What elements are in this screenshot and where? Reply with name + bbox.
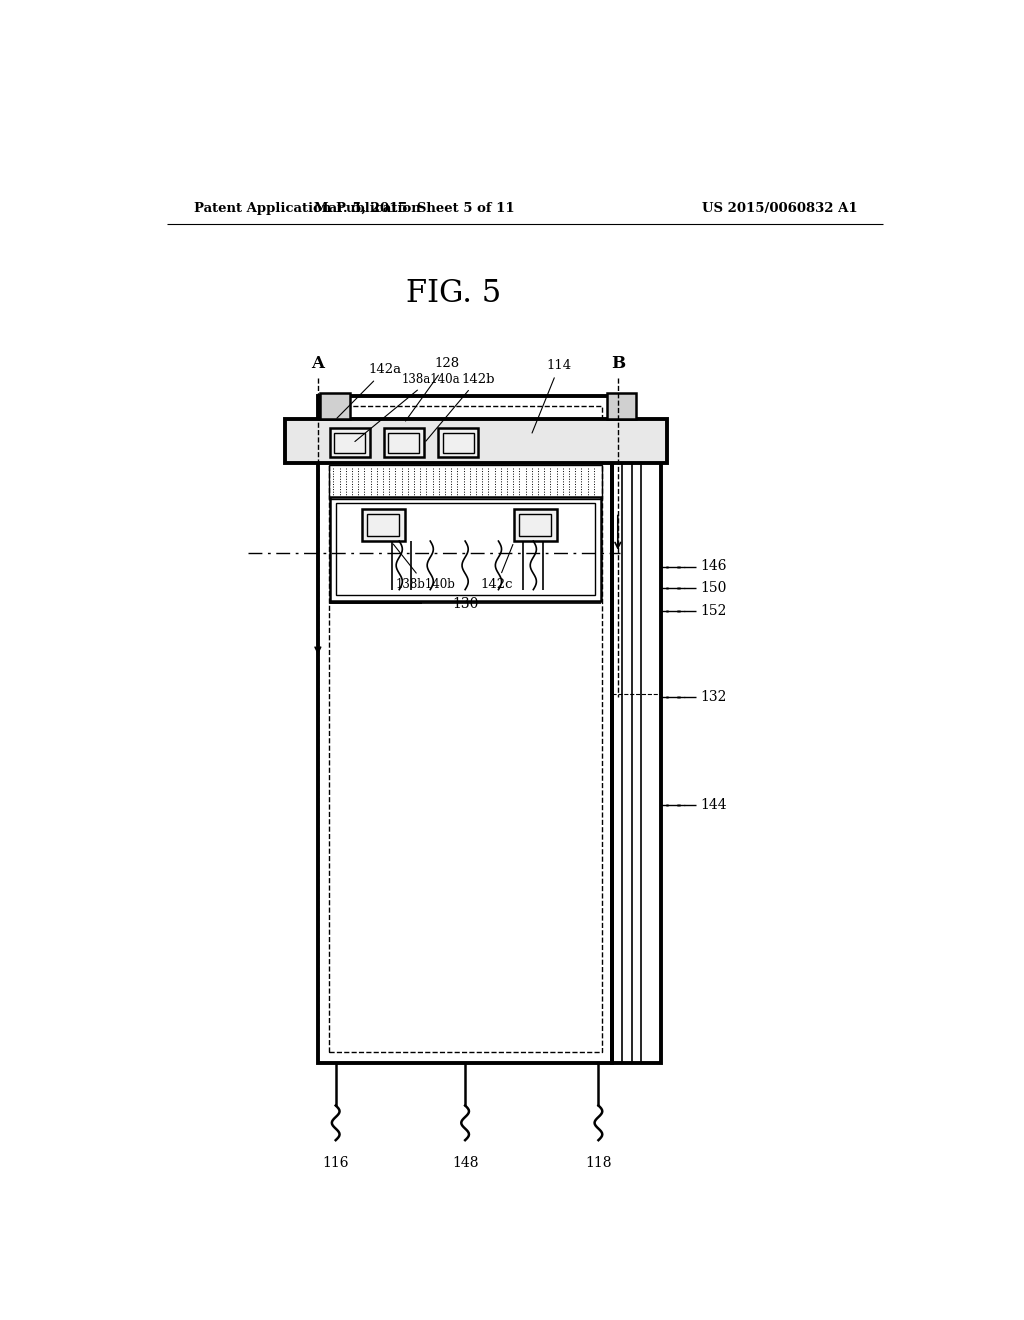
Text: 144: 144 xyxy=(700,799,727,812)
Text: 138b140b: 138b140b xyxy=(393,544,456,591)
Bar xyxy=(317,396,612,1063)
Bar xyxy=(329,407,601,1052)
Text: 132: 132 xyxy=(700,690,726,705)
Bar xyxy=(519,515,551,536)
Text: 128: 128 xyxy=(406,358,459,421)
Text: 118: 118 xyxy=(585,1155,611,1170)
Text: 116: 116 xyxy=(323,1155,349,1170)
Bar xyxy=(330,498,601,601)
Text: 146: 146 xyxy=(700,560,726,573)
Text: Mar. 5, 2015  Sheet 5 of 11: Mar. 5, 2015 Sheet 5 of 11 xyxy=(314,202,515,215)
Bar xyxy=(286,418,667,462)
Bar xyxy=(514,508,557,541)
Bar xyxy=(612,432,662,1063)
Text: 150: 150 xyxy=(700,581,726,595)
Text: 148: 148 xyxy=(452,1155,478,1170)
Text: 142b: 142b xyxy=(426,372,495,441)
Text: 114: 114 xyxy=(532,359,571,433)
Bar xyxy=(362,508,404,541)
Text: A: A xyxy=(311,355,325,372)
Bar xyxy=(388,433,420,453)
Bar xyxy=(334,433,366,453)
Bar xyxy=(336,503,595,595)
Bar xyxy=(368,515,399,536)
Text: 130: 130 xyxy=(452,598,478,611)
Bar xyxy=(442,433,474,453)
Text: Patent Application Publication: Patent Application Publication xyxy=(194,202,421,215)
Bar xyxy=(438,428,478,457)
Bar xyxy=(329,465,601,499)
Text: 142a: 142a xyxy=(337,363,401,418)
Bar xyxy=(330,428,370,457)
Text: US 2015/0060832 A1: US 2015/0060832 A1 xyxy=(701,202,857,215)
Bar xyxy=(384,428,424,457)
Bar xyxy=(321,393,349,418)
Text: 142c: 142c xyxy=(480,544,513,591)
Bar xyxy=(607,393,636,418)
Text: 152: 152 xyxy=(700,605,726,618)
Text: B: B xyxy=(610,355,625,372)
Text: FIG. 5: FIG. 5 xyxy=(406,277,501,309)
Text: 138a140a: 138a140a xyxy=(355,372,460,441)
